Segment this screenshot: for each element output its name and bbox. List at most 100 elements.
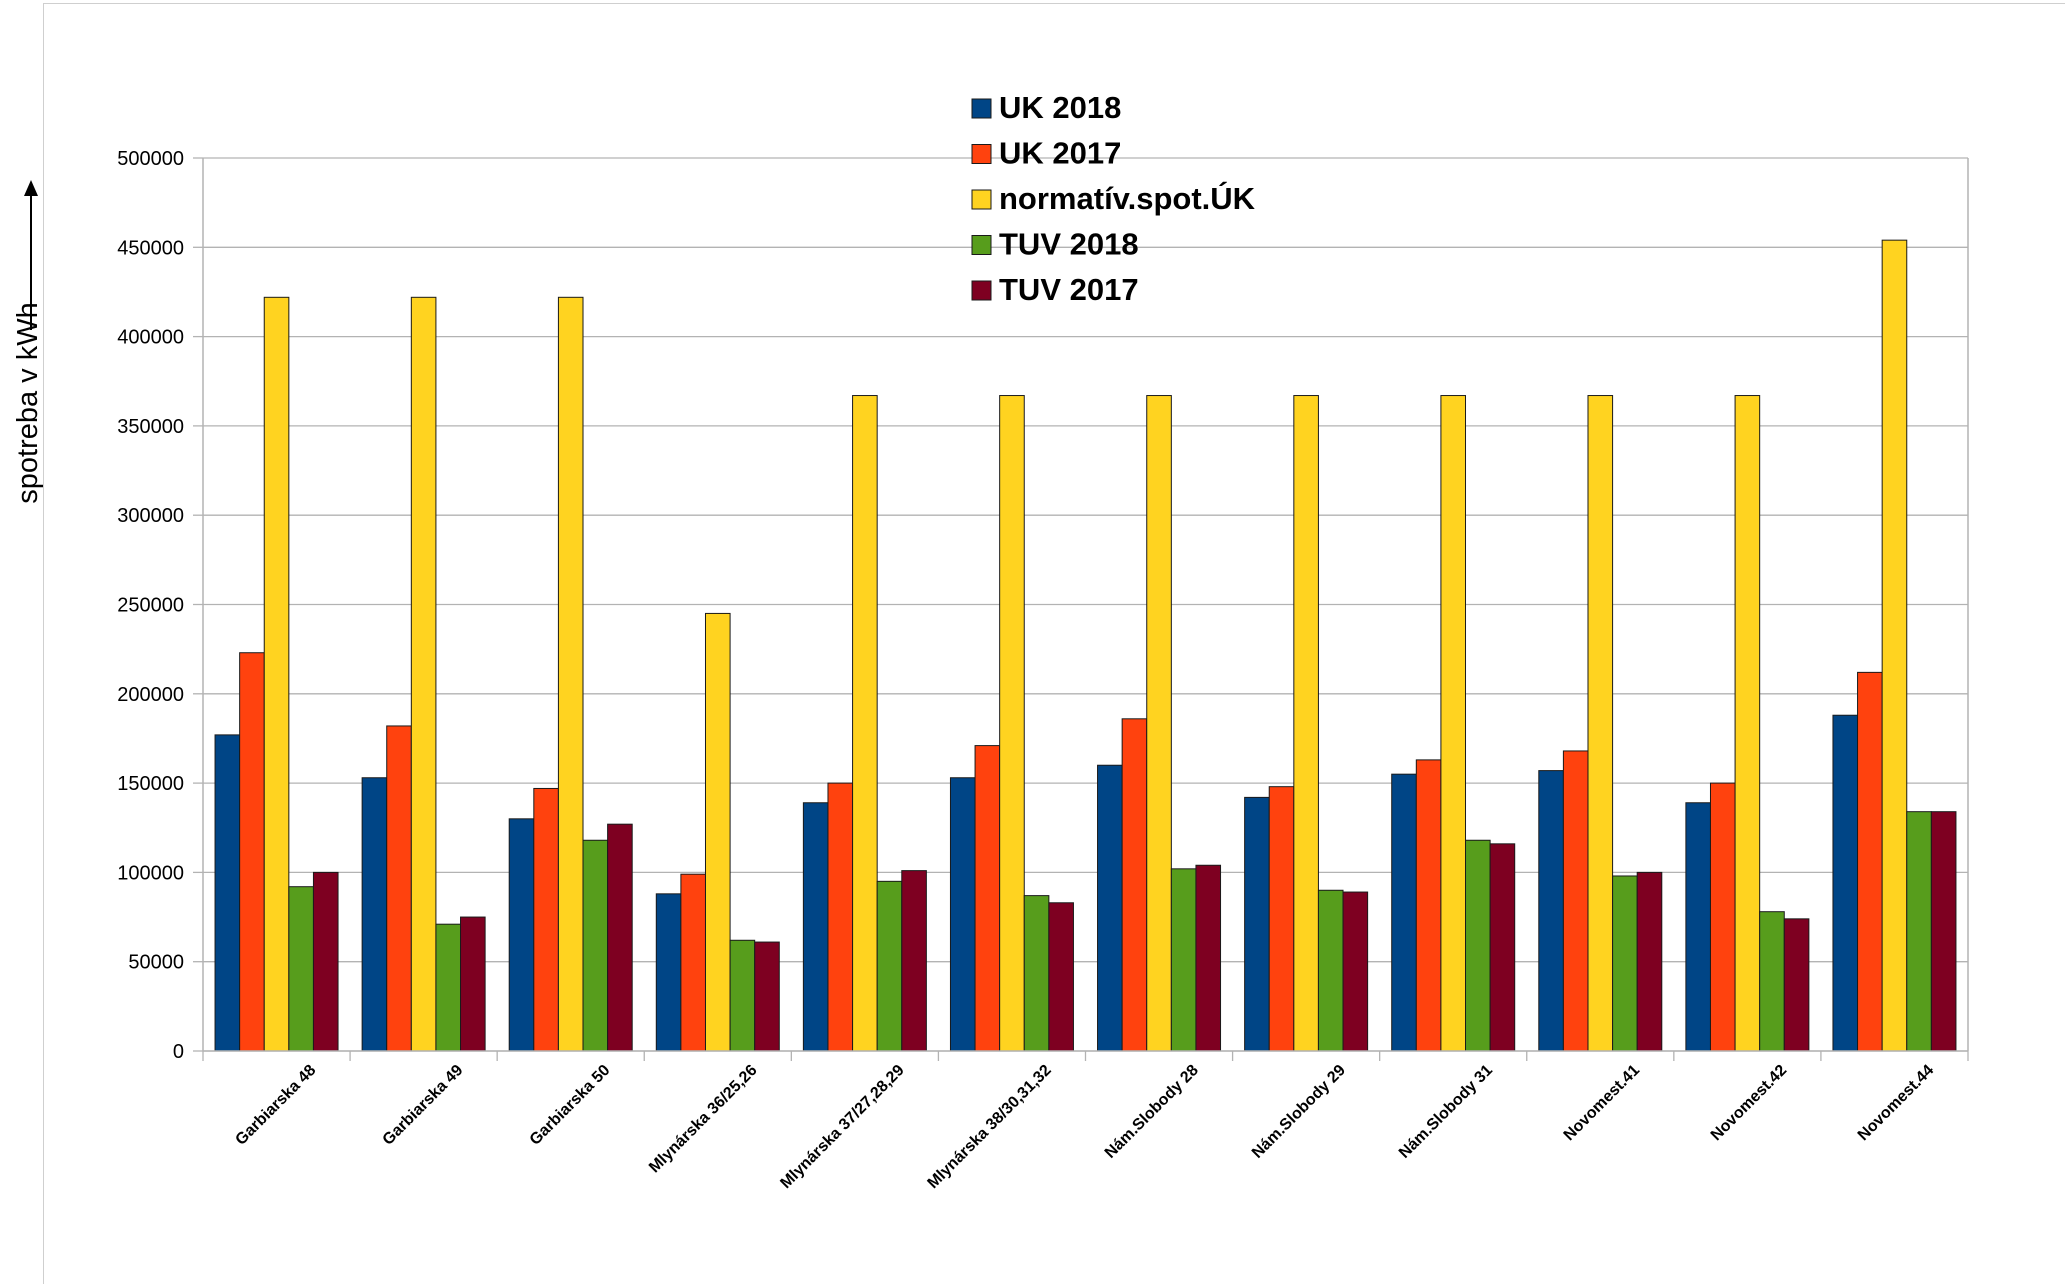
bar (827, 782, 854, 1052)
y-tick-label: 150000 (117, 773, 184, 795)
y-tick-label: 50000 (128, 952, 184, 974)
x-tick-label: Nám.Slobody 28 (1102, 1062, 1202, 1162)
bar (1489, 843, 1516, 1052)
bar (754, 941, 780, 1052)
bar (1759, 911, 1785, 1052)
bar (704, 612, 731, 1052)
bar (901, 870, 927, 1052)
bar (1097, 764, 1123, 1052)
y-tick-label: 400000 (117, 327, 184, 349)
bar (288, 886, 314, 1052)
bar (876, 880, 903, 1052)
x-tick-label: Nám.Slobody 29 (1249, 1062, 1349, 1162)
x-tick-label: Novomest.44 (1855, 1062, 1938, 1145)
bar (999, 395, 1025, 1052)
bar (1881, 239, 1908, 1052)
bar (239, 652, 265, 1052)
bar (680, 873, 706, 1052)
bar (1709, 782, 1736, 1052)
bar (361, 777, 388, 1052)
x-tick-labels: Garbiarska 48 Garbiarska 49 Garbiarska 50 M… (232, 1062, 1937, 1192)
x-tick-label: Mlynárska 37/27,28,29 (777, 1062, 907, 1192)
y-tick-label: 250000 (117, 595, 184, 617)
bar (1244, 796, 1270, 1052)
x-tick-label: Garbiarska 48 (232, 1062, 319, 1149)
chart-frame (43, 3, 2065, 1284)
y-axis-arrow-head-icon (24, 180, 38, 196)
bar (949, 777, 976, 1052)
bar (460, 916, 486, 1052)
legend-swatch (971, 144, 992, 164)
bar (802, 802, 829, 1052)
bar (1170, 868, 1197, 1052)
bar (607, 823, 633, 1052)
legend-label: TUV 2017 (999, 272, 1139, 307)
y-tick-labels: 0 50000 100000 150000 200000 250000 300000 3500… (117, 148, 184, 1063)
bar (1465, 839, 1491, 1052)
legend-swatch (971, 235, 992, 255)
bar (1562, 750, 1589, 1052)
y-tick-label: 300000 (117, 505, 184, 527)
bar (1146, 395, 1172, 1052)
bar (1317, 889, 1344, 1052)
x-tick-label: Garbiarska 50 (527, 1062, 614, 1149)
bar (1734, 395, 1761, 1052)
x-tick-label: Mlynárska 36/25,26 (646, 1062, 761, 1177)
bar (1268, 786, 1295, 1052)
y-tick-label: 100000 (117, 862, 184, 884)
bar (214, 734, 241, 1052)
bar (655, 893, 682, 1052)
y-tick-label: 0 (173, 1041, 184, 1063)
legend: UK 2018 UK 2017 normatív.spot.ÚK TUV 2018 TU… (971, 90, 1256, 307)
bar (1538, 770, 1564, 1052)
bar (1415, 759, 1442, 1052)
bar (1783, 918, 1810, 1052)
bar (582, 839, 609, 1052)
bar (1587, 395, 1614, 1052)
bar (1906, 811, 1932, 1052)
x-tick-label: Novomest.41 (1561, 1062, 1644, 1145)
x-tick-label: Mlynárska 38/30,31,32 (925, 1062, 1055, 1192)
bar (729, 939, 756, 1052)
bar (1048, 902, 1074, 1052)
y-tick-label: 500000 (117, 148, 184, 170)
bar (1121, 718, 1148, 1052)
bar (1612, 875, 1638, 1052)
legend-label: UK 2017 (999, 136, 1121, 171)
y-tick-label: 350000 (117, 416, 184, 438)
bar (435, 923, 462, 1052)
bar (386, 725, 412, 1052)
bar (533, 787, 559, 1052)
y-tick-label: 200000 (117, 684, 184, 706)
legend-label: TUV 2018 (999, 227, 1139, 262)
bar (1342, 891, 1369, 1052)
bar (974, 745, 1001, 1052)
bar (852, 395, 878, 1052)
axes (202, 158, 1969, 1061)
legend-swatch (971, 98, 992, 119)
bar (1857, 671, 1883, 1052)
legend-swatch (971, 189, 992, 210)
x-tick-label: Nám.Slobody 31 (1396, 1062, 1496, 1162)
bar (1636, 871, 1663, 1052)
bar (1685, 802, 1711, 1052)
legend-label: normatív.spot.ÚK (999, 180, 1256, 216)
legend-label: UK 2018 (999, 90, 1121, 125)
x-tick-label: Garbiarska 49 (380, 1062, 467, 1149)
bar (410, 296, 437, 1052)
bar (1930, 811, 1957, 1052)
bar (557, 296, 584, 1052)
y-axis-title-group: spotreba v kWh (12, 180, 44, 504)
bar (1832, 714, 1859, 1052)
bar (263, 296, 290, 1052)
bar (508, 818, 535, 1052)
bars (214, 239, 1957, 1052)
legend-swatch (971, 280, 992, 301)
y-tick-label: 450000 (117, 237, 184, 259)
x-tick-label: Novomest.42 (1708, 1062, 1791, 1145)
bar (1440, 395, 1467, 1052)
bar (1023, 895, 1050, 1052)
bar (1195, 864, 1222, 1052)
bar (1293, 395, 1319, 1052)
